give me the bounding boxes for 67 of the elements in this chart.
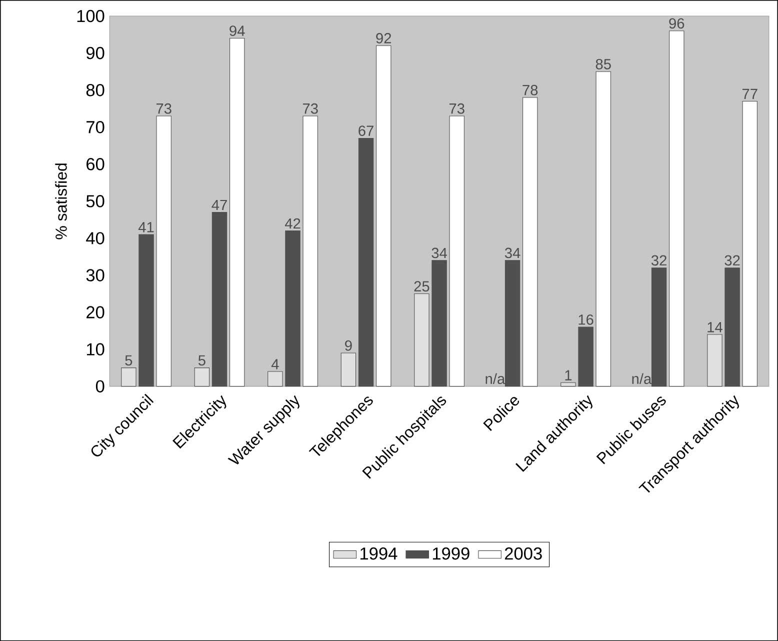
data-label: 16: [578, 314, 594, 325]
bar: [285, 230, 300, 387]
bar: [651, 268, 667, 387]
y-tick-label: 100: [77, 10, 104, 22]
bar: [340, 352, 356, 387]
bar: [707, 334, 722, 387]
bar: [596, 71, 611, 387]
legend-label: 1994: [360, 547, 398, 560]
y-tick-label: 80: [86, 84, 104, 96]
y-tick-label: 0: [96, 380, 104, 392]
data-label: 96: [669, 18, 684, 29]
data-label: 5: [125, 355, 132, 366]
bar: [268, 371, 283, 387]
bar: [432, 260, 447, 387]
data-label: 1: [565, 370, 572, 380]
legend-label: 1999: [432, 547, 470, 560]
bar: [669, 30, 684, 387]
y-tick-label: 40: [86, 232, 104, 244]
data-label: 77: [742, 88, 758, 99]
data-label: 42: [284, 218, 300, 228]
bar: [376, 45, 392, 387]
bar: [724, 268, 740, 387]
data-label: 34: [504, 248, 520, 258]
bar: [302, 116, 318, 387]
data-label: 73: [156, 103, 172, 114]
bar: [156, 116, 172, 387]
y-axis-title: % satisfied: [55, 164, 67, 240]
data-label: 9: [345, 340, 352, 351]
data-label: 67: [358, 126, 374, 136]
data-label: 34: [432, 248, 447, 258]
bar: [138, 234, 154, 387]
y-tick-label: 90: [86, 46, 104, 60]
text: n/a: [632, 373, 652, 384]
text: n/a: [486, 373, 506, 384]
bar: [358, 138, 374, 387]
bar: [229, 38, 245, 387]
bar: [560, 382, 576, 387]
bar: [194, 367, 210, 387]
data-label: 5: [198, 355, 206, 366]
y-tick-label: 50: [86, 194, 104, 208]
data-label: 85: [596, 58, 611, 70]
data-label: 41: [138, 222, 154, 232]
data-label: 25: [414, 281, 430, 292]
data-label: 14: [708, 322, 722, 332]
bar: [449, 116, 464, 387]
legend-label: 2003: [504, 547, 542, 560]
bar: [121, 367, 136, 387]
data-label: 4: [271, 359, 279, 370]
data-label: 32: [724, 255, 740, 266]
bar: [742, 100, 758, 387]
y-tick-label: 20: [86, 306, 104, 318]
data-label: 78: [522, 84, 538, 96]
y-tick-label: 10: [86, 343, 104, 356]
bar: [414, 293, 430, 387]
bar: [578, 326, 594, 387]
data-label: 94: [230, 26, 245, 36]
data-label: 73: [302, 103, 318, 114]
data-label: 73: [449, 103, 464, 114]
y-tick-label: 70: [86, 120, 104, 134]
data-label: 47: [212, 200, 227, 210]
bar: [212, 212, 228, 387]
y-tick-label: 60: [86, 158, 104, 170]
bar: [504, 260, 520, 387]
data-label: 92: [376, 32, 392, 44]
data-label: 32: [651, 255, 666, 266]
y-tick-label: 30: [86, 269, 104, 282]
bar: [522, 97, 538, 387]
